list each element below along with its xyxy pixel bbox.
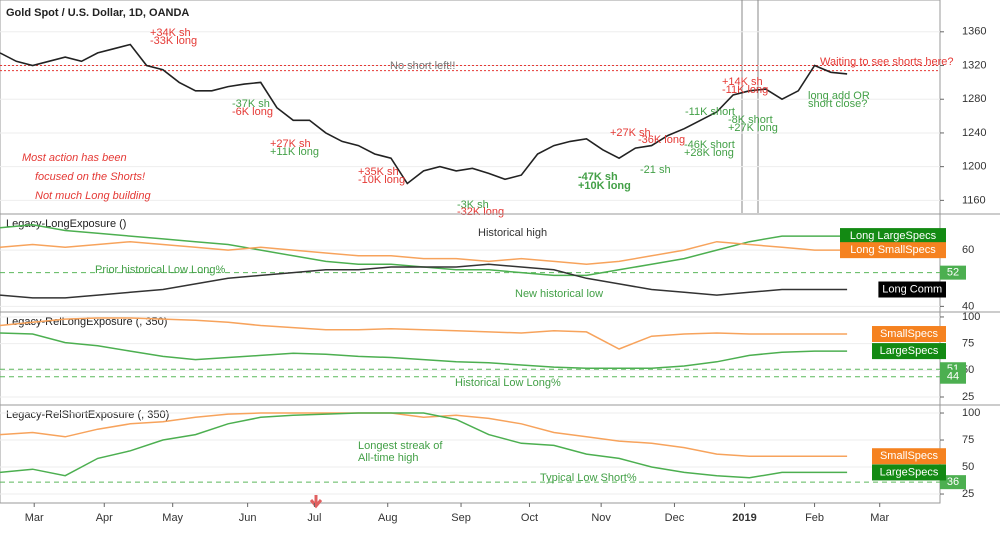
legend-label: LargeSpecs xyxy=(880,345,939,357)
legend-box xyxy=(840,242,946,259)
annotation: -32K long xyxy=(457,206,504,218)
reference-label-box xyxy=(940,265,966,280)
x-tick-label: Sep xyxy=(451,512,471,524)
y-tick-label: 75 xyxy=(962,338,974,350)
y-tick-label: 1160 xyxy=(962,194,986,206)
annotation: No short left!! xyxy=(390,60,455,72)
series-line xyxy=(0,412,848,479)
legend-label: Long LargeSpecs xyxy=(850,230,937,242)
annotation: focused on the Shorts! xyxy=(35,171,145,183)
y-tick-label: 75 xyxy=(962,434,974,446)
reference-label-box xyxy=(940,369,966,384)
annotation: +27K sh xyxy=(270,138,311,150)
y-tick-label: 1320 xyxy=(962,59,986,71)
panel-title: Legacy-LongExposure () xyxy=(6,218,126,230)
y-tick-label: 50 xyxy=(962,461,974,473)
annotation: Historical high xyxy=(478,227,547,239)
annotation: New historical low xyxy=(515,288,603,300)
annotation: Longest streak of xyxy=(358,440,443,452)
annotation: +14K sh xyxy=(722,76,763,88)
annotation: Waiting to see shorts here? xyxy=(820,56,954,68)
legend-label: Long SmallSpecs xyxy=(850,244,936,256)
annotation: Not much Long building xyxy=(35,190,151,202)
series-line xyxy=(0,412,848,457)
panel-title: Legacy-RelLongExposure (, 350) xyxy=(6,316,167,328)
x-tick-label: May xyxy=(162,512,183,524)
legend-box xyxy=(840,228,946,245)
annotation: short close? xyxy=(808,98,867,110)
annotation: All-time high xyxy=(358,452,419,464)
annotation: -33K long xyxy=(150,35,197,47)
x-tick-label: Nov xyxy=(591,512,611,524)
annotation: -47K sh xyxy=(578,171,618,183)
annotation: Most action has been xyxy=(22,152,127,164)
annotation: -46K short xyxy=(684,139,735,151)
legend-box xyxy=(878,281,946,298)
series-line xyxy=(0,43,848,185)
annotation: Prior historical Low Long% xyxy=(95,264,225,276)
y-tick-label: 25 xyxy=(962,488,974,500)
arrow xyxy=(309,495,323,509)
x-tick-label: Mar xyxy=(25,512,44,524)
legend-box xyxy=(872,343,946,360)
y-tick-label: 60 xyxy=(962,244,974,256)
annotation: -21 sh xyxy=(640,164,671,176)
annotation: -11K long xyxy=(722,84,768,96)
annotation: long add OR xyxy=(808,90,870,102)
x-tick-label: Jun xyxy=(239,512,257,524)
x-tick-label: Dec xyxy=(665,512,685,524)
series-line xyxy=(0,332,848,369)
annotation: +10K long xyxy=(578,180,631,192)
legend-box xyxy=(872,448,946,465)
annotation: -36K long xyxy=(638,134,685,146)
annotation: -6K long xyxy=(232,106,273,118)
reference-label: 52 xyxy=(947,267,959,279)
annotation: -3K sh xyxy=(457,199,489,211)
reference-label-box xyxy=(940,475,966,490)
y-tick-label: 25 xyxy=(962,391,974,403)
y-tick-label: 40 xyxy=(962,300,974,312)
annotation: Typical Low Short% xyxy=(540,472,637,484)
legend-label: SmallSpecs xyxy=(880,450,939,462)
annotation: +28K long xyxy=(684,147,734,159)
y-tick-label: 1200 xyxy=(962,161,986,173)
legend-box xyxy=(872,464,946,481)
x-tick-label: Apr xyxy=(96,512,113,524)
x-tick-label: Oct xyxy=(521,512,538,524)
legend-label: SmallSpecs xyxy=(880,328,939,340)
y-tick-label: 100 xyxy=(962,407,980,419)
panel-title: Gold Spot / U.S. Dollar, 1D, OANDA xyxy=(6,7,189,19)
annotation: -11K short xyxy=(685,106,735,118)
x-tick-label: Mar xyxy=(870,512,889,524)
x-tick-label: Jul xyxy=(307,512,321,524)
legend-box xyxy=(872,326,946,343)
y-tick-label: 1360 xyxy=(962,26,986,38)
annotation: +34K sh xyxy=(150,27,191,39)
annotation: -10K long xyxy=(358,174,405,186)
annotation: +11K long xyxy=(270,146,319,158)
x-tick-label: Aug xyxy=(378,512,398,524)
reference-label: 44 xyxy=(947,371,959,383)
x-tick-label: 2019 xyxy=(732,512,756,524)
series-line xyxy=(0,263,848,299)
y-tick-label: 100 xyxy=(962,311,980,323)
annotation: +27K long xyxy=(728,122,778,134)
annotation: Historical Low Long% xyxy=(455,377,561,389)
x-tick-label: Feb xyxy=(805,512,824,524)
panel-title: Legacy-RelShortExposure (, 350) xyxy=(6,409,169,421)
reference-label: 36 xyxy=(947,476,959,488)
annotation: +27K sh xyxy=(610,127,651,139)
y-tick-label: 1240 xyxy=(962,127,986,139)
series-line xyxy=(0,317,848,350)
annotation: -37K sh xyxy=(232,98,270,110)
annotation: -8K short xyxy=(728,114,773,126)
annotation: +35K sh xyxy=(358,166,399,178)
series-line xyxy=(0,240,848,265)
legend-label: LargeSpecs xyxy=(880,466,939,478)
y-tick-label: 1280 xyxy=(962,93,986,105)
legend-label: Long Comm xyxy=(882,283,942,295)
